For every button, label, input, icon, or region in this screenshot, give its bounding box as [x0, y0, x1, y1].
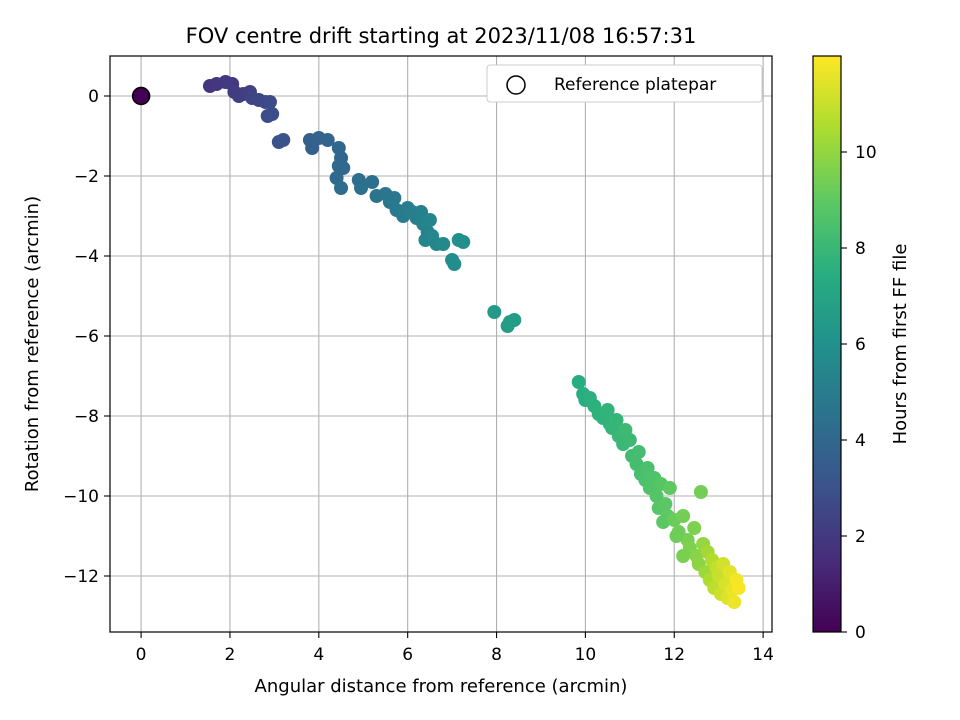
- y-tick-label: 0: [88, 87, 99, 107]
- drift-point: [456, 235, 471, 249]
- colorbar-label: Hours from first FF file: [890, 244, 911, 445]
- y-tick-label: −2: [74, 167, 99, 187]
- drift-point: [320, 133, 335, 147]
- y-tick-label: −12: [63, 567, 99, 587]
- colorbar-tick-label: 0: [855, 623, 866, 643]
- drift-point: [687, 521, 702, 535]
- drift-point: [571, 375, 586, 389]
- legend-box: [486, 64, 763, 103]
- legend-marker: [506, 75, 526, 95]
- colorbar-ticks: 0 2 4 6 8 10: [841, 143, 877, 643]
- drift-point: [676, 509, 691, 523]
- chart-title: FOV centre drift starting at 2023/11/08 …: [186, 24, 697, 48]
- drift-point: [676, 549, 691, 563]
- drift-point: [487, 305, 502, 319]
- x-tick-label: 2: [225, 645, 236, 665]
- legend-label: Reference platepar: [554, 75, 716, 95]
- x-tick-label: 4: [313, 645, 324, 665]
- drift-point: [731, 581, 746, 595]
- drift-point: [265, 107, 280, 121]
- colorbar-tick-label: 6: [855, 335, 866, 355]
- drift-point: [387, 191, 402, 205]
- drift-point: [649, 489, 664, 503]
- drift-point: [422, 213, 437, 227]
- drift-point: [414, 205, 429, 219]
- drift-point: [658, 497, 673, 511]
- drift-point: [600, 403, 615, 417]
- drift-point: [365, 175, 380, 189]
- plot-area: 0 2 4 6 8 10 12 14 0 −2 −4 −6 −8 −10 −12: [63, 55, 774, 665]
- drift-point: [276, 133, 291, 147]
- y-tick-label: −8: [74, 407, 99, 427]
- drift-point: [336, 161, 351, 175]
- drift-point: [500, 319, 515, 333]
- colorbar-tick-label: 2: [855, 527, 866, 547]
- plot-frame: [109, 55, 773, 633]
- x-axis-ticks: 0 2 4 6 8 10 12 14: [136, 632, 774, 665]
- drift-point: [656, 515, 671, 529]
- x-tick-label: 0: [136, 645, 147, 665]
- drift-point: [354, 181, 369, 195]
- drift-point: [262, 95, 277, 109]
- x-tick-label: 14: [752, 645, 774, 665]
- x-tick-label: 12: [663, 645, 685, 665]
- drift-point: [693, 485, 708, 499]
- data-points: [202, 75, 746, 609]
- y-axis-label: Rotation from reference (arcmin): [22, 196, 43, 492]
- plot-background: [110, 56, 772, 632]
- drift-point: [669, 529, 684, 543]
- drift-point: [640, 461, 655, 475]
- drift-point: [622, 433, 637, 447]
- y-tick-label: −10: [63, 487, 99, 507]
- x-tick-label: 8: [491, 645, 502, 665]
- y-tick-label: −4: [74, 247, 99, 267]
- drift-point: [631, 445, 646, 459]
- drift-point: [334, 181, 349, 195]
- colorbar-gradient: [812, 55, 842, 633]
- x-axis-label: Angular distance from reference (arcmin): [255, 676, 628, 697]
- colorbar-tick-label: 8: [855, 239, 866, 259]
- drift-point: [727, 595, 742, 609]
- drift-point: [305, 141, 320, 155]
- colorbar: 0 2 4 6 8 10 Hours from first FF file: [812, 55, 911, 643]
- drift-point: [436, 237, 451, 251]
- x-tick-label: 6: [402, 645, 413, 665]
- y-axis-ticks: 0 −2 −4 −6 −8 −10 −12: [63, 87, 110, 587]
- x-tick-label: 10: [575, 645, 597, 665]
- legend: Reference platepar: [486, 64, 763, 103]
- drift-point: [662, 481, 677, 495]
- y-tick-label: −6: [74, 327, 99, 347]
- colorbar-tick-label: 10: [855, 143, 877, 163]
- drift-point: [609, 413, 624, 427]
- reference-point: [131, 86, 151, 106]
- drift-point: [447, 257, 462, 271]
- colorbar-tick-label: 4: [855, 431, 866, 451]
